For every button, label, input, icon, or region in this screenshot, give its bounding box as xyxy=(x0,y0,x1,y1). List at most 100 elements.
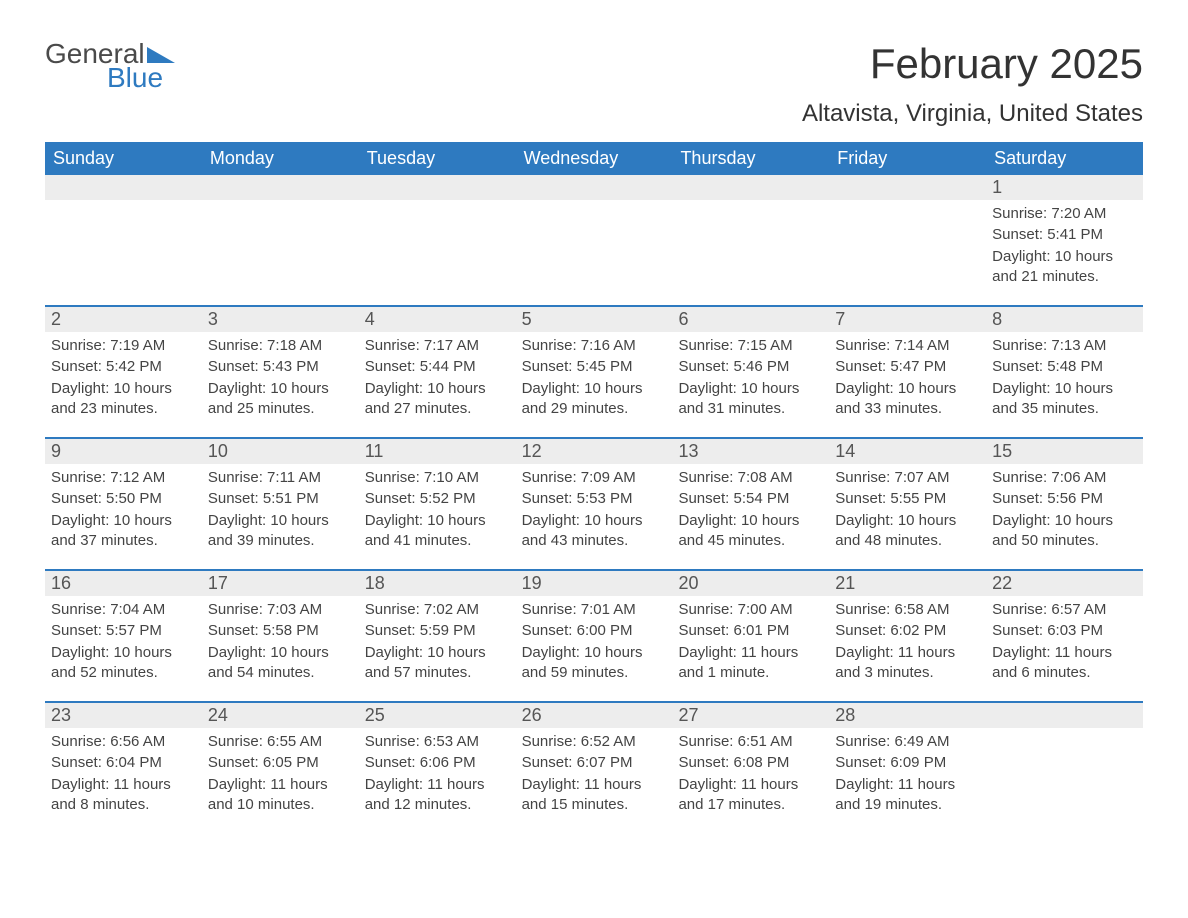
day-number: . xyxy=(45,175,202,200)
day-number: 3 xyxy=(202,307,359,332)
sunrise-text: Sunrise: 7:06 AM xyxy=(992,468,1137,488)
sunset-text: Sunset: 5:43 PM xyxy=(208,357,353,377)
sunrise-text: Sunrise: 7:02 AM xyxy=(365,600,510,620)
daylight-text: Daylight: 10 hours and 25 minutes. xyxy=(208,379,353,420)
calendar-cell: . xyxy=(829,175,986,305)
sunrise-text: Sunrise: 7:09 AM xyxy=(522,468,667,488)
day-details: Sunrise: 6:49 AMSunset: 6:09 PMDaylight:… xyxy=(829,728,986,824)
daylight-text: Daylight: 10 hours and 39 minutes. xyxy=(208,511,353,552)
day-number: 8 xyxy=(986,307,1143,332)
sunrise-text: Sunrise: 7:19 AM xyxy=(51,336,196,356)
day-number: 24 xyxy=(202,703,359,728)
sunrise-text: Sunrise: 7:08 AM xyxy=(678,468,823,488)
daylight-text: Daylight: 10 hours and 37 minutes. xyxy=(51,511,196,552)
daylight-text: Daylight: 10 hours and 45 minutes. xyxy=(678,511,823,552)
sunset-text: Sunset: 5:55 PM xyxy=(835,489,980,509)
calendar-cell: . xyxy=(359,175,516,305)
day-details: Sunrise: 6:51 AMSunset: 6:08 PMDaylight:… xyxy=(672,728,829,824)
sunrise-text: Sunrise: 7:13 AM xyxy=(992,336,1137,356)
sunset-text: Sunset: 5:53 PM xyxy=(522,489,667,509)
sunset-text: Sunset: 6:06 PM xyxy=(365,753,510,773)
day-number: 12 xyxy=(516,439,673,464)
calendar-cell: 14Sunrise: 7:07 AMSunset: 5:55 PMDayligh… xyxy=(829,439,986,569)
sunset-text: Sunset: 6:09 PM xyxy=(835,753,980,773)
daylight-text: Daylight: 11 hours and 15 minutes. xyxy=(522,775,667,816)
day-details: Sunrise: 7:14 AMSunset: 5:47 PMDaylight:… xyxy=(829,332,986,428)
sunset-text: Sunset: 5:57 PM xyxy=(51,621,196,641)
day-number: 22 xyxy=(986,571,1143,596)
daylight-text: Daylight: 10 hours and 23 minutes. xyxy=(51,379,196,420)
daylight-text: Daylight: 10 hours and 57 minutes. xyxy=(365,643,510,684)
calendar: SundayMondayTuesdayWednesdayThursdayFrid… xyxy=(45,142,1143,833)
calendar-cell: 2Sunrise: 7:19 AMSunset: 5:42 PMDaylight… xyxy=(45,307,202,437)
sunrise-text: Sunrise: 7:10 AM xyxy=(365,468,510,488)
day-details: Sunrise: 7:13 AMSunset: 5:48 PMDaylight:… xyxy=(986,332,1143,428)
sunset-text: Sunset: 5:59 PM xyxy=(365,621,510,641)
sunset-text: Sunset: 5:54 PM xyxy=(678,489,823,509)
weekday-header: Thursday xyxy=(672,142,829,175)
sunset-text: Sunset: 6:01 PM xyxy=(678,621,823,641)
calendar-cell: 25Sunrise: 6:53 AMSunset: 6:06 PMDayligh… xyxy=(359,703,516,833)
day-details: Sunrise: 7:02 AMSunset: 5:59 PMDaylight:… xyxy=(359,596,516,692)
day-number: 7 xyxy=(829,307,986,332)
daylight-text: Daylight: 10 hours and 21 minutes. xyxy=(992,247,1137,288)
sunrise-text: Sunrise: 7:15 AM xyxy=(678,336,823,356)
day-number: 20 xyxy=(672,571,829,596)
day-number: . xyxy=(829,175,986,200)
sunrise-text: Sunrise: 6:58 AM xyxy=(835,600,980,620)
day-details: Sunrise: 7:06 AMSunset: 5:56 PMDaylight:… xyxy=(986,464,1143,560)
day-number: . xyxy=(672,175,829,200)
sunrise-text: Sunrise: 6:56 AM xyxy=(51,732,196,752)
sunrise-text: Sunrise: 7:18 AM xyxy=(208,336,353,356)
sunrise-text: Sunrise: 6:53 AM xyxy=(365,732,510,752)
day-details: Sunrise: 7:15 AMSunset: 5:46 PMDaylight:… xyxy=(672,332,829,428)
sunrise-text: Sunrise: 7:04 AM xyxy=(51,600,196,620)
calendar-cell: 9Sunrise: 7:12 AMSunset: 5:50 PMDaylight… xyxy=(45,439,202,569)
weekday-header-row: SundayMondayTuesdayWednesdayThursdayFrid… xyxy=(45,142,1143,175)
sunset-text: Sunset: 5:56 PM xyxy=(992,489,1137,509)
calendar-cell: 21Sunrise: 6:58 AMSunset: 6:02 PMDayligh… xyxy=(829,571,986,701)
day-number: 10 xyxy=(202,439,359,464)
calendar-cell: 3 Sunrise: 7:18 AMSunset: 5:43 PMDaylight… xyxy=(202,307,359,437)
day-number: 16 xyxy=(45,571,202,596)
day-number: 19 xyxy=(516,571,673,596)
sunrise-text: Sunrise: 7:03 AM xyxy=(208,600,353,620)
sunrise-text: Sunrise: 7:16 AM xyxy=(522,336,667,356)
weekday-header: Wednesday xyxy=(516,142,673,175)
weekday-header: Tuesday xyxy=(359,142,516,175)
day-details: Sunrise: 7:19 AMSunset: 5:42 PMDaylight:… xyxy=(45,332,202,428)
weekday-header: Saturday xyxy=(986,142,1143,175)
sunset-text: Sunset: 6:07 PM xyxy=(522,753,667,773)
day-details: Sunrise: 7:08 AMSunset: 5:54 PMDaylight:… xyxy=(672,464,829,560)
daylight-text: Daylight: 11 hours and 8 minutes. xyxy=(51,775,196,816)
daylight-text: Daylight: 10 hours and 52 minutes. xyxy=(51,643,196,684)
day-details: Sunrise: 7:20 AMSunset: 5:41 PMDaylight:… xyxy=(986,200,1143,296)
calendar-cell: . xyxy=(986,703,1143,833)
calendar-cell: 19Sunrise: 7:01 AMSunset: 6:00 PMDayligh… xyxy=(516,571,673,701)
sunset-text: Sunset: 6:00 PM xyxy=(522,621,667,641)
sunrise-text: Sunrise: 7:17 AM xyxy=(365,336,510,356)
daylight-text: Daylight: 10 hours and 29 minutes. xyxy=(522,379,667,420)
daylight-text: Daylight: 10 hours and 43 minutes. xyxy=(522,511,667,552)
calendar-cell: . xyxy=(45,175,202,305)
day-number: 21 xyxy=(829,571,986,596)
sunset-text: Sunset: 6:02 PM xyxy=(835,621,980,641)
sunset-text: Sunset: 5:45 PM xyxy=(522,357,667,377)
day-details: Sunrise: 7:03 AMSunset: 5:58 PMDaylight:… xyxy=(202,596,359,692)
sunrise-text: Sunrise: 7:12 AM xyxy=(51,468,196,488)
calendar-week: 23Sunrise: 6:56 AMSunset: 6:04 PMDayligh… xyxy=(45,701,1143,833)
calendar-cell: 28Sunrise: 6:49 AMSunset: 6:09 PMDayligh… xyxy=(829,703,986,833)
sunset-text: Sunset: 5:44 PM xyxy=(365,357,510,377)
daylight-text: Daylight: 11 hours and 1 minute. xyxy=(678,643,823,684)
daylight-text: Daylight: 11 hours and 6 minutes. xyxy=(992,643,1137,684)
day-number: 14 xyxy=(829,439,986,464)
sunrise-text: Sunrise: 6:52 AM xyxy=(522,732,667,752)
day-details: Sunrise: 7:01 AMSunset: 6:00 PMDaylight:… xyxy=(516,596,673,692)
sunrise-text: Sunrise: 7:00 AM xyxy=(678,600,823,620)
calendar-cell: 18Sunrise: 7:02 AMSunset: 5:59 PMDayligh… xyxy=(359,571,516,701)
weekday-header: Monday xyxy=(202,142,359,175)
day-details: Sunrise: 6:56 AMSunset: 6:04 PMDaylight:… xyxy=(45,728,202,824)
day-number: 23 xyxy=(45,703,202,728)
daylight-text: Daylight: 10 hours and 33 minutes. xyxy=(835,379,980,420)
weekday-header: Friday xyxy=(829,142,986,175)
